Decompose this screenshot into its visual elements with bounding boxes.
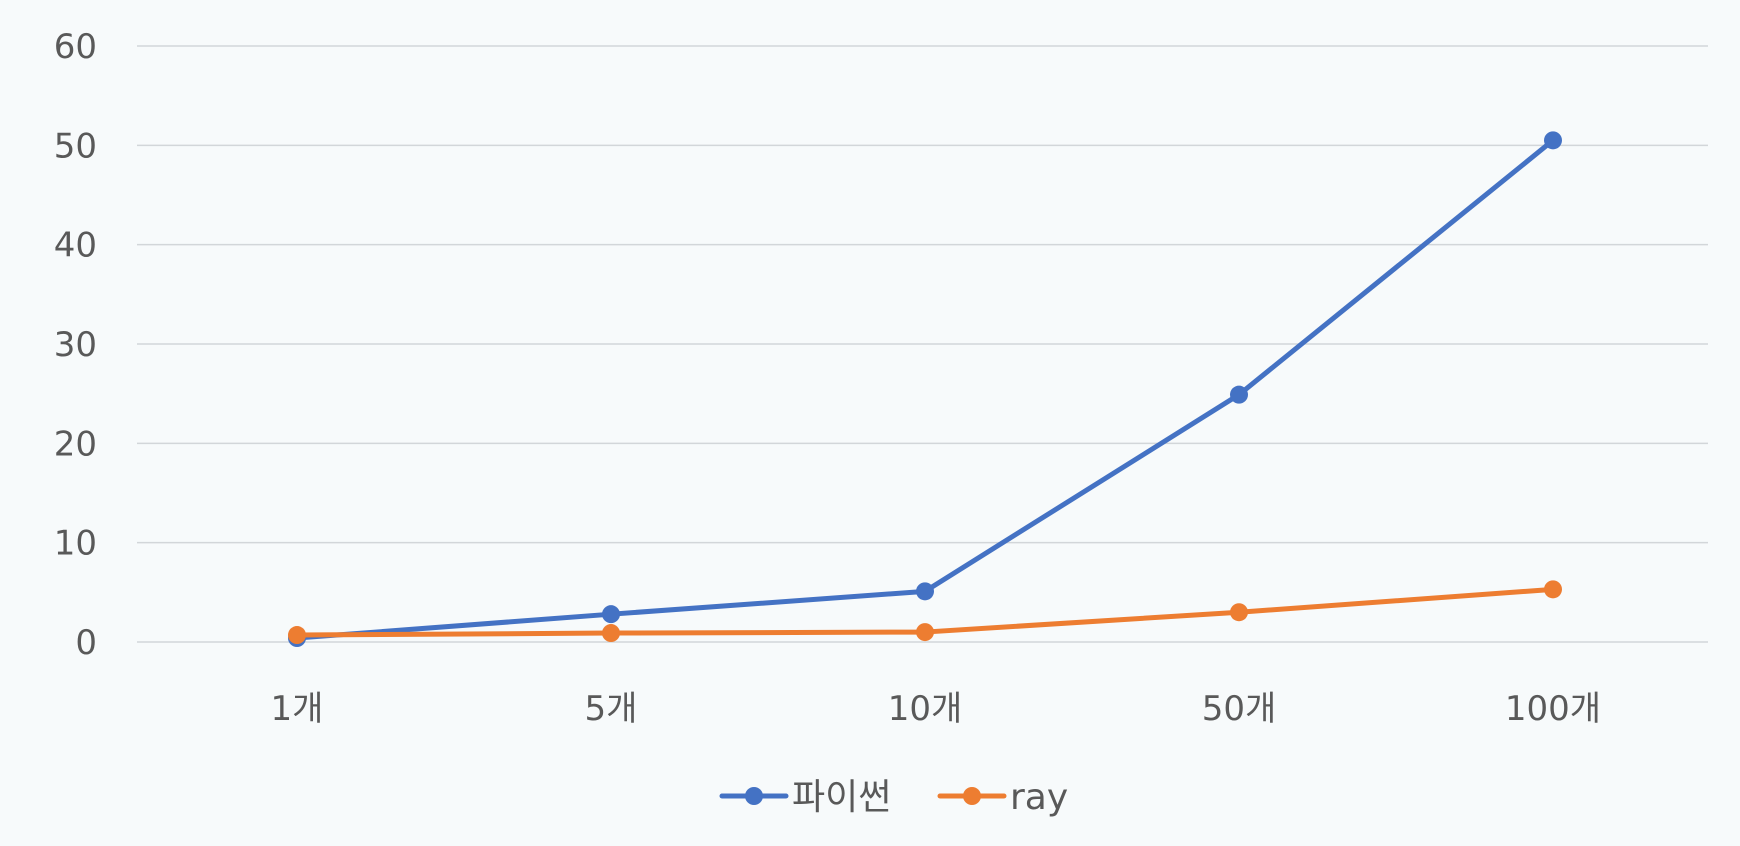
legend-item: ray [937, 777, 1068, 818]
legend-swatch-marker [745, 787, 763, 805]
x-tick-label: 5개 [585, 689, 638, 729]
y-tick-label: 10 [54, 524, 97, 564]
x-tick-label: 50개 [1202, 689, 1277, 729]
data-point [602, 605, 620, 624]
legend-label: ray [1010, 777, 1068, 818]
gridlines [137, 45, 1708, 643]
legend-label: 파이썬 [792, 777, 891, 818]
data-point [916, 623, 934, 642]
series-0 [288, 131, 1562, 648]
y-tick-label: 20 [54, 424, 97, 464]
y-tick-label: 40 [54, 226, 97, 266]
y-tick-label: 0 [75, 623, 97, 663]
x-tick-label: 10개 [888, 689, 963, 729]
legend-item: 파이썬 [719, 777, 891, 818]
data-point [288, 626, 306, 645]
y-tick-label: 30 [54, 325, 97, 365]
data-point [1230, 385, 1248, 404]
x-tick-label: 100개 [1505, 689, 1601, 729]
y-tick-label: 60 [54, 27, 97, 67]
data-point [1544, 580, 1562, 599]
x-tick-label: 1개 [271, 689, 324, 729]
data-point [1230, 603, 1248, 622]
legend: 파이썬 ray [719, 777, 1068, 818]
data-point [916, 582, 934, 601]
data-point [602, 624, 620, 643]
series-1 [288, 580, 1562, 645]
x-axis-tick-labels: 1개 5개 10개 50개 100개 [271, 689, 1602, 729]
series-line [294, 137, 1556, 641]
data-point [1544, 131, 1562, 150]
legend-swatch-marker [963, 787, 981, 805]
y-axis-tick-labels: 0 10 20 30 40 50 60 [54, 27, 97, 663]
y-tick-label: 50 [54, 126, 97, 166]
series-group [288, 131, 1562, 648]
